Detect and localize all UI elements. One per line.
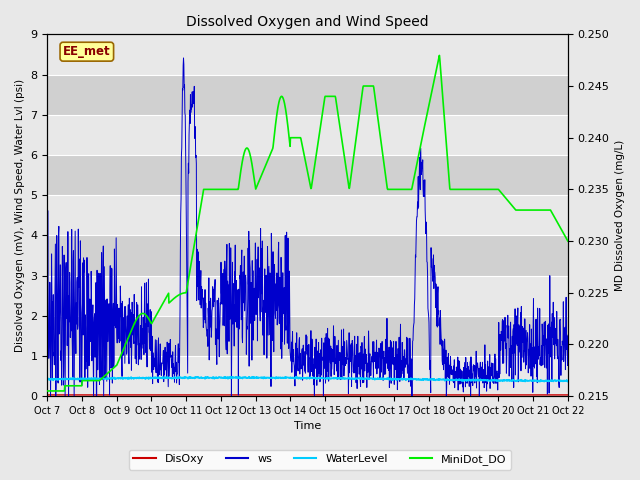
Legend: DisOxy, ws, WaterLevel, MiniDot_DO: DisOxy, ws, WaterLevel, MiniDot_DO	[129, 450, 511, 469]
Title: Dissolved Oxygen and Wind Speed: Dissolved Oxygen and Wind Speed	[186, 15, 429, 29]
Bar	[47, 356, 568, 396]
Y-axis label: MD Dissolved Oxygen (mg/L): MD Dissolved Oxygen (mg/L)	[615, 140, 625, 291]
Bar	[47, 316, 568, 356]
Bar	[47, 276, 568, 316]
Bar	[47, 35, 568, 74]
Bar	[47, 195, 568, 235]
Bar	[47, 115, 568, 155]
Bar	[47, 155, 568, 195]
Y-axis label: Dissolved Oxygen (mV), Wind Speed, Water Lvl (psi): Dissolved Oxygen (mV), Wind Speed, Water…	[15, 79, 25, 352]
Bar	[47, 74, 568, 115]
Text: EE_met: EE_met	[63, 45, 111, 58]
Bar	[47, 235, 568, 276]
X-axis label: Time: Time	[294, 421, 321, 432]
